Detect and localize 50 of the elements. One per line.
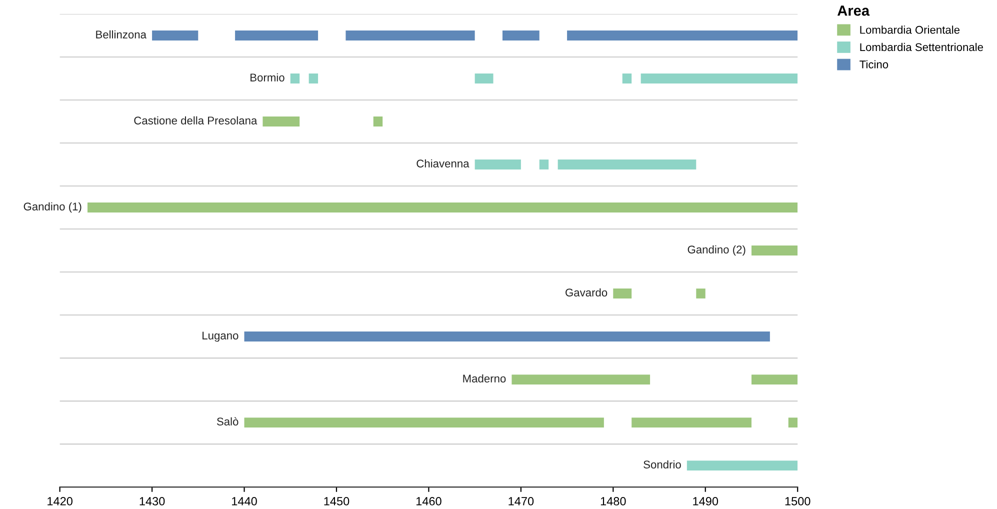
bar — [686, 460, 798, 470]
bar — [244, 332, 770, 342]
bar — [290, 74, 300, 84]
y-tick-label: Sondrio — [644, 460, 681, 468]
x-tick-label: 1480 — [600, 497, 626, 506]
bar — [502, 30, 540, 40]
y-tick-label: Maderno — [463, 374, 506, 382]
y-tick-label: Castione della Presolana — [134, 116, 258, 124]
y-tick-label: Lugano — [202, 332, 238, 342]
bar — [751, 374, 798, 384]
bar — [152, 30, 198, 40]
legend-label: Lombardia Orientale — [860, 26, 960, 34]
bar — [308, 74, 318, 84]
x-tick-label: 1500 — [785, 497, 810, 506]
y-tick-label: Gavardo — [566, 288, 608, 296]
y-tick-label: Bormio — [250, 73, 284, 82]
x-tick-label: 1470 — [508, 497, 534, 506]
bar — [640, 74, 798, 84]
y-tick-label: Gandino (1) — [24, 202, 82, 213]
y-tick-label: Chiavenna — [416, 159, 470, 168]
bar — [622, 74, 632, 84]
bar — [632, 418, 752, 428]
bar — [512, 374, 650, 384]
bar — [474, 74, 494, 84]
y-tick-label: Gandino (2) — [688, 245, 746, 256]
x-tick-label: 1430 — [140, 497, 165, 506]
bar — [373, 116, 383, 126]
x-tick-label: 1440 — [232, 497, 257, 506]
y-tick-label: Salò — [216, 417, 238, 426]
x-tick-label: 1420 — [48, 497, 72, 506]
x-tick-label: 1460 — [416, 497, 442, 506]
legend-title: Area — [837, 6, 870, 16]
bar — [346, 30, 475, 40]
bar — [539, 160, 549, 170]
bar — [788, 418, 798, 428]
bar — [751, 246, 798, 256]
bar — [558, 160, 696, 170]
bar — [696, 288, 706, 298]
y-tick-label: Bellinzona — [96, 30, 146, 38]
bar — [244, 418, 604, 428]
bar — [613, 288, 632, 298]
bar — [262, 116, 300, 126]
x-tick-label: 1490 — [693, 497, 718, 506]
bar — [474, 160, 521, 170]
bar — [87, 202, 798, 212]
bar — [235, 30, 318, 40]
legend-label: Ticino — [860, 60, 888, 68]
x-tick-label: 1450 — [324, 497, 350, 506]
bar — [567, 30, 798, 40]
legend-label: Lombardia Settentrionale — [860, 42, 983, 52]
